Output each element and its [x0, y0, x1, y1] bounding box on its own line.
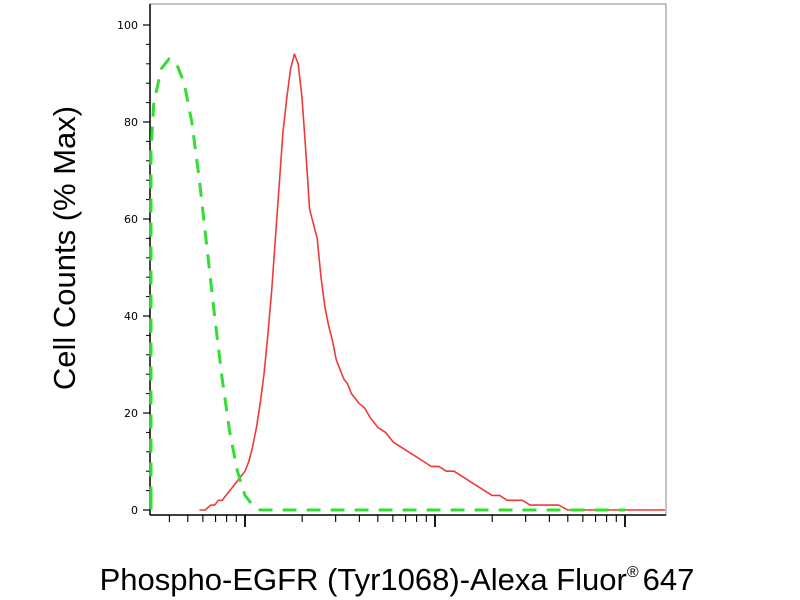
y-tick-label: 60 — [124, 213, 138, 226]
y-tick-label: 40 — [124, 310, 138, 323]
x-axis-title-superscript: ® — [627, 564, 639, 581]
series-layer — [149, 53, 665, 512]
x-axis-ticks — [168, 515, 626, 527]
y-tick-label: 100 — [117, 19, 138, 32]
y-tick-label: 20 — [124, 407, 138, 420]
y-tick-label: 0 — [131, 504, 138, 517]
y-axis-ticks: 0 20 40 60 80 100 — [117, 19, 150, 517]
y-tick-label: 80 — [124, 116, 138, 129]
plot-frame — [149, 3, 667, 516]
x-axis-title: Phospho-EGFR (Tyr1068)-Alexa Fluor® 647 — [100, 562, 695, 597]
dashed-series-line — [149, 57, 625, 512]
solid-series-line — [199, 53, 665, 511]
x-axis-title-main: Phospho-EGFR (Tyr1068)-Alexa Fluor — [100, 562, 627, 597]
x-axis-title-suffix: 647 — [643, 562, 695, 597]
y-axis-title: Cell Counts (% Max) — [47, 106, 82, 390]
